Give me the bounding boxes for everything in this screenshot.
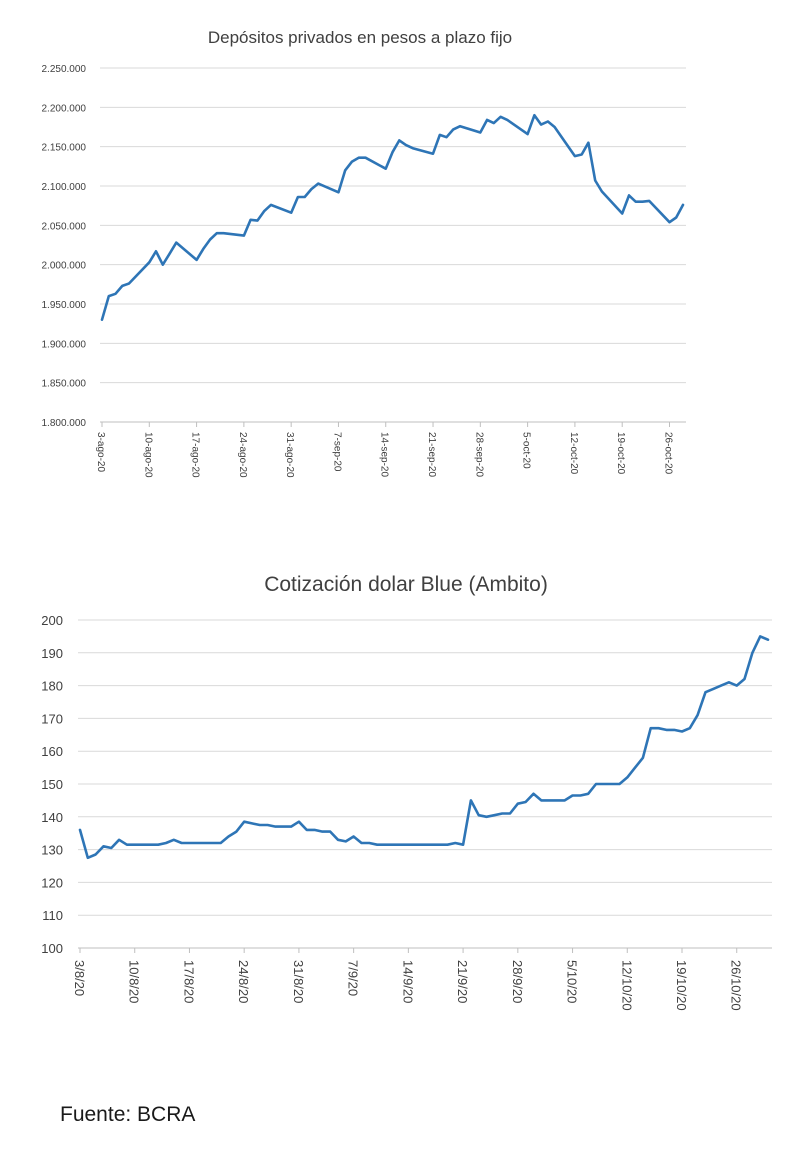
x-tick-label: 3-ago-20 bbox=[95, 432, 106, 472]
chart-1-x-axis: 3-ago-20 10-ago-20 17-ago-20 24-ago-20 31-ag… bbox=[95, 422, 673, 478]
y-tick-label: 140 bbox=[41, 810, 63, 825]
y-tick-label: 1.800.000 bbox=[42, 418, 87, 429]
x-tick-label: 21-sep-20 bbox=[426, 432, 437, 477]
x-tick-label: 31/8/20 bbox=[291, 960, 306, 1003]
x-tick-label: 24/8/20 bbox=[236, 960, 251, 1003]
x-tick-label: 12-oct-20 bbox=[568, 432, 579, 475]
y-tick-label: 120 bbox=[41, 875, 63, 890]
y-tick-label: 1.900.000 bbox=[42, 339, 87, 350]
chart-1-series-line bbox=[100, 113, 685, 321]
chart-1-y-axis: 1.800.000 1.850.000 1.900.000 1.950.000 2.00… bbox=[42, 64, 87, 429]
y-tick-label: 160 bbox=[41, 744, 63, 759]
y-tick-label: 2.050.000 bbox=[42, 221, 87, 232]
x-tick-label: 14-sep-20 bbox=[379, 432, 390, 477]
chart-2-title: Cotización dolar Blue (Ambito) bbox=[264, 573, 548, 596]
x-tick-label: 10/8/20 bbox=[127, 960, 142, 1003]
y-tick-label: 2.150.000 bbox=[42, 143, 87, 154]
y-tick-label: 2.100.000 bbox=[42, 182, 87, 193]
x-tick-label: 12/10/20 bbox=[619, 960, 634, 1011]
x-tick-label: 3/8/20 bbox=[72, 960, 87, 996]
x-tick-label: 26/10/20 bbox=[729, 960, 744, 1011]
y-tick-label: 150 bbox=[41, 777, 63, 792]
x-tick-label: 7-sep-20 bbox=[331, 432, 342, 472]
x-tick-label: 19/10/20 bbox=[674, 960, 689, 1011]
x-tick-label: 28/9/20 bbox=[510, 960, 525, 1003]
y-tick-label: 1.850.000 bbox=[42, 379, 87, 390]
dollar-blue-chart: Cotización dolar Blue (Ambito) 100 110 120… bbox=[41, 573, 772, 1011]
chart-2-gridlines bbox=[78, 619, 772, 949]
y-tick-label: 180 bbox=[41, 679, 63, 694]
y-tick-label: 1.950.000 bbox=[42, 300, 87, 311]
y-tick-label: 200 bbox=[41, 613, 63, 628]
x-tick-label: 24-ago-20 bbox=[237, 432, 248, 478]
x-tick-label: 17-ago-20 bbox=[190, 432, 201, 478]
source-note: Fuente: BCRA bbox=[60, 1103, 196, 1126]
y-tick-label: 2.250.000 bbox=[42, 64, 87, 75]
x-tick-label: 10-ago-20 bbox=[142, 432, 153, 478]
x-tick-label: 5-oct-20 bbox=[521, 432, 532, 469]
chart-2-y-axis: 100 110 120 130 140 150 160 170 180 190 200 bbox=[41, 613, 63, 956]
x-tick-label: 5/10/20 bbox=[565, 960, 580, 1003]
y-tick-label: 130 bbox=[41, 843, 63, 858]
y-tick-label: 190 bbox=[41, 646, 63, 661]
x-tick-label: 17/8/20 bbox=[181, 960, 196, 1003]
x-tick-label: 19-oct-20 bbox=[615, 432, 626, 475]
x-tick-label: 28-sep-20 bbox=[473, 432, 484, 477]
chart-2-series-line bbox=[78, 635, 770, 860]
x-tick-label: 14/9/20 bbox=[400, 960, 415, 1003]
y-tick-label: 170 bbox=[41, 711, 63, 726]
chart-2-x-axis: 3/8/20 10/8/20 17/8/20 24/8/20 31/8/20 7/9/20… bbox=[72, 948, 744, 1011]
x-tick-label: 7/9/20 bbox=[346, 960, 361, 996]
chart-1-title: Depósitos privados en pesos a plazo fijo bbox=[208, 28, 512, 47]
chart-1-gridlines bbox=[100, 67, 686, 423]
y-tick-label: 100 bbox=[41, 941, 63, 956]
y-tick-label: 110 bbox=[42, 908, 63, 923]
y-tick-label: 2.200.000 bbox=[42, 103, 87, 114]
x-tick-label: 26-oct-20 bbox=[662, 432, 673, 475]
x-tick-label: 21/9/20 bbox=[455, 960, 470, 1003]
deposits-chart: Depósitos privados en pesos a plazo fijo… bbox=[42, 28, 686, 478]
y-tick-label: 2.000.000 bbox=[42, 261, 87, 272]
x-tick-label: 31-ago-20 bbox=[284, 432, 295, 478]
